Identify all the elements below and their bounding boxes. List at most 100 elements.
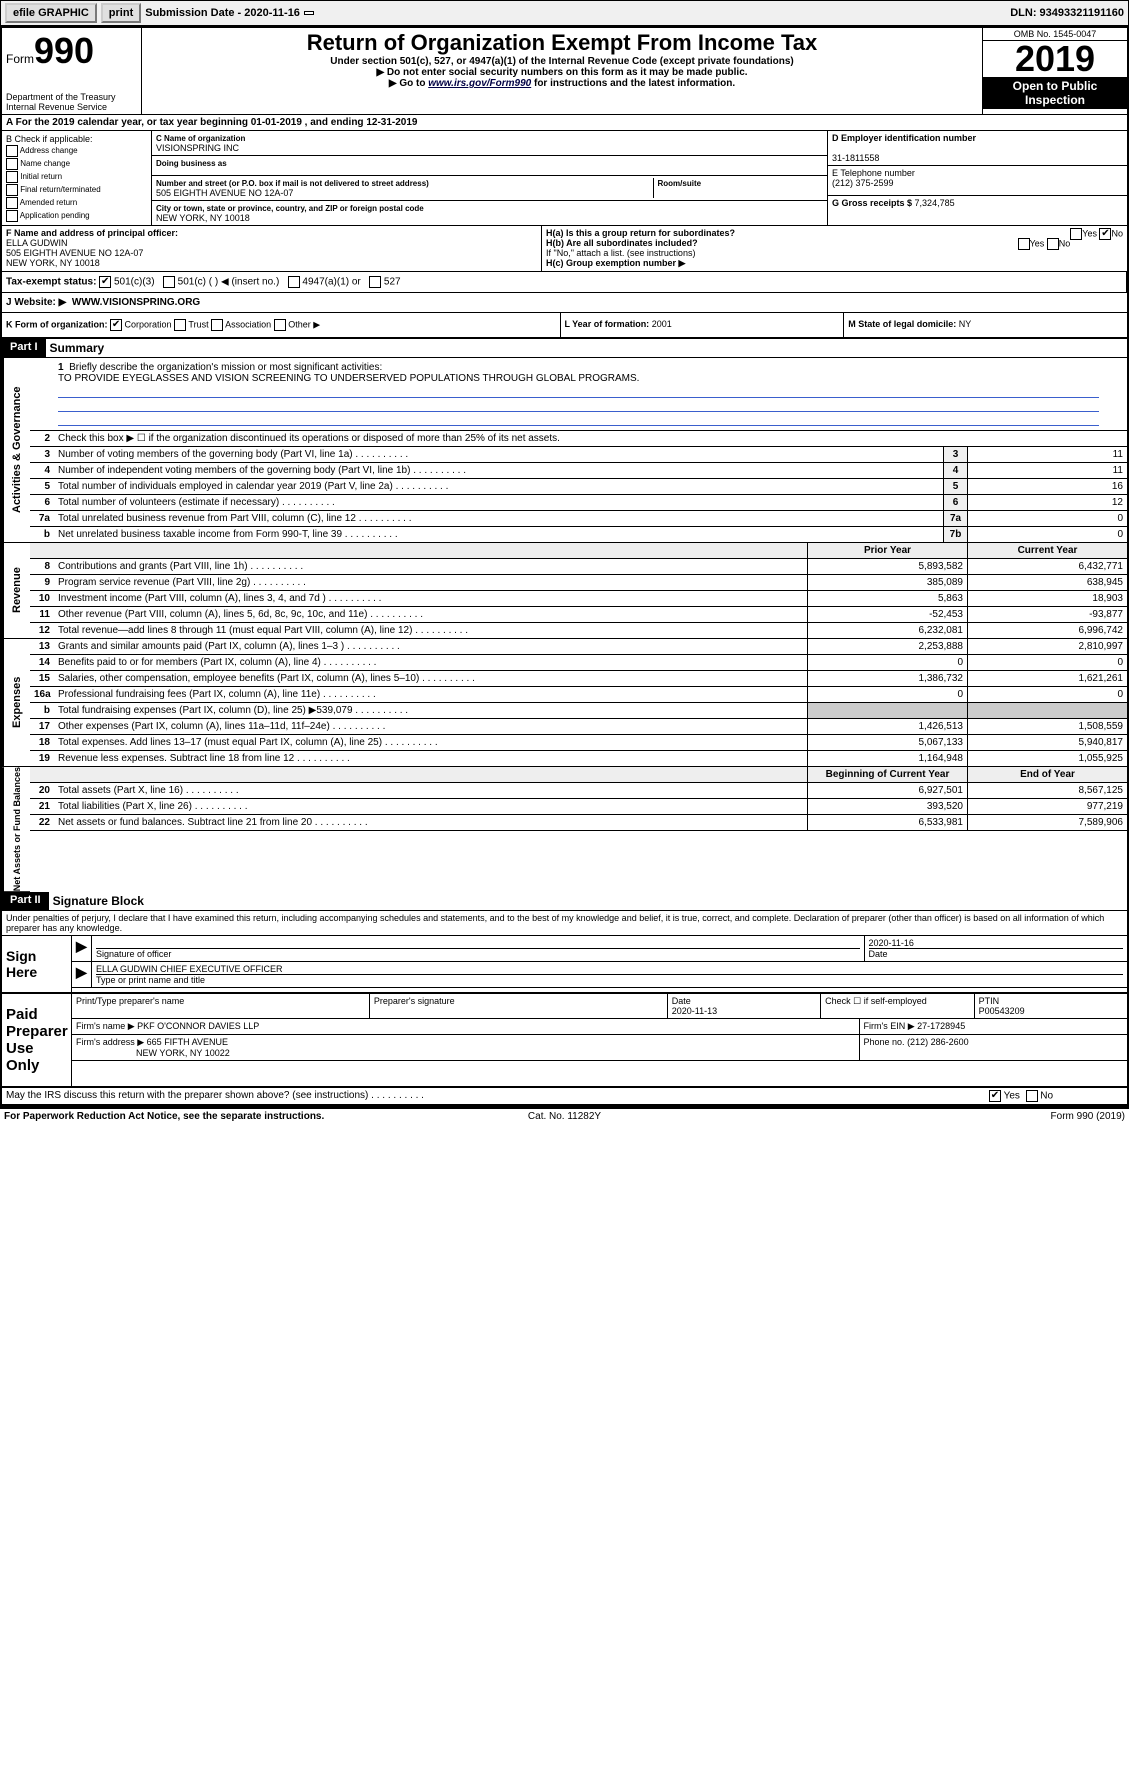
- prep-sig-lbl: Preparer's signature: [374, 996, 455, 1006]
- arrow-icon: ▶: [76, 938, 87, 954]
- firm-ein-lbl: Firm's EIN ▶: [864, 1021, 915, 1031]
- form-sub2: ▶ Do not enter social security numbers o…: [146, 67, 978, 78]
- data-line: 16aProfessional fundraising fees (Part I…: [30, 687, 1127, 703]
- b-title: B Check if applicable:: [6, 134, 147, 144]
- c-name-lbl: C Name of organization: [156, 134, 245, 143]
- arrow-icon: ▶: [76, 964, 87, 980]
- badge1: Open to Public: [1013, 79, 1098, 93]
- i-opt1: 501(c) ( ) ◀ (insert no.): [178, 277, 280, 288]
- rule-line: [58, 412, 1099, 426]
- officer-name-title: ELLA GUDWIN CHIEF EXECUTIVE OFFICER: [96, 964, 283, 974]
- form-prefix: Form: [6, 52, 34, 66]
- discuss-no[interactable]: [1026, 1090, 1038, 1102]
- hb-lbl: H(b) Are all subordinates included?: [546, 238, 698, 248]
- officer-addr: 505 EIGHTH AVENUE NO 12A-07: [6, 248, 143, 258]
- gov-line: 3Number of voting members of the governi…: [30, 447, 1127, 463]
- b-item: Amended return: [6, 197, 147, 209]
- irs-label: Internal Revenue Service: [6, 102, 137, 112]
- b-check[interactable]: [6, 171, 18, 183]
- block-right: D Employer identification number31-18115…: [827, 131, 1127, 225]
- part2-hdr: Part II: [2, 892, 49, 910]
- sign-here: Sign Here: [2, 936, 72, 992]
- form-number: 990: [34, 30, 94, 71]
- side-net: Net Assets or Fund Balances: [2, 767, 30, 892]
- data-line: 13Grants and similar amounts paid (Part …: [30, 639, 1127, 655]
- b-item: Final return/terminated: [6, 184, 147, 196]
- tax-year: 2019: [983, 41, 1127, 77]
- irs-link[interactable]: www.irs.gov/Form990: [428, 78, 531, 89]
- top-bar: efile GRAPHIC print Submission Date - 20…: [0, 0, 1129, 26]
- org-name: VISIONSPRING INC: [156, 143, 239, 153]
- 4947-check[interactable]: [288, 276, 300, 288]
- firm-addr2: NEW YORK, NY 10022: [136, 1048, 230, 1058]
- room-lbl: Room/suite: [658, 179, 702, 188]
- hb-no[interactable]: [1047, 238, 1059, 250]
- discuss-yes[interactable]: [989, 1090, 1001, 1102]
- addr-lbl: Number and street (or P.O. box if mail i…: [156, 179, 429, 188]
- dept-treasury: Department of the Treasury: [6, 92, 137, 102]
- perjury-text: Under penalties of perjury, I declare th…: [2, 911, 1127, 936]
- print-button[interactable]: print: [101, 3, 141, 23]
- gov-line: 7aTotal unrelated business revenue from …: [30, 511, 1127, 527]
- i-opt2: 4947(a)(1) or: [302, 277, 360, 288]
- paperwork-notice: For Paperwork Reduction Act Notice, see …: [4, 1111, 378, 1122]
- year-formation: 2001: [652, 319, 672, 329]
- b-item: Address change: [6, 145, 147, 157]
- data-line: 11Other revenue (Part VIII, column (A), …: [30, 607, 1127, 623]
- data-line: 20Total assets (Part X, line 16)6,927,50…: [30, 783, 1127, 799]
- type-name-lbl: Type or print name and title: [96, 974, 1123, 985]
- line2-txt: Check this box ▶ ☐ if the organization d…: [54, 431, 1127, 446]
- firm-addr1: 665 FIFTH AVENUE: [147, 1037, 228, 1047]
- self-emp-lbl: Check ☐ if self-employed: [825, 996, 927, 1006]
- org-address: 505 EIGHTH AVENUE NO 12A-07: [156, 188, 293, 198]
- col-end: End of Year: [967, 767, 1127, 782]
- k-other[interactable]: [274, 319, 286, 331]
- b-check[interactable]: [6, 184, 18, 196]
- data-line: 12Total revenue—add lines 8 through 11 (…: [30, 623, 1127, 639]
- k-trust[interactable]: [174, 319, 186, 331]
- block-c: C Name of organizationVISIONSPRING INC D…: [152, 131, 827, 225]
- b-check[interactable]: [6, 145, 18, 157]
- efile-button[interactable]: efile GRAPHIC: [5, 3, 97, 23]
- website: WWW.VISIONSPRING.ORG: [72, 297, 200, 308]
- goto-pre: ▶ Go to: [389, 78, 428, 89]
- k-lbl: K Form of organization:: [6, 319, 108, 329]
- g-lbl: G Gross receipts $: [832, 198, 915, 208]
- 501c3-check[interactable]: [99, 276, 111, 288]
- org-city: NEW YORK, NY 10018: [156, 213, 250, 223]
- block-b: B Check if applicable: Address change Na…: [2, 131, 152, 225]
- form-990: Form990 Department of the Treasury Inter…: [0, 26, 1129, 1107]
- cat-no: Cat. No. 11282Y: [378, 1111, 752, 1122]
- k-assoc[interactable]: [211, 319, 223, 331]
- firm-name-lbl: Firm's name ▶: [76, 1021, 135, 1031]
- side-expenses: Expenses: [2, 639, 30, 767]
- b-check[interactable]: [6, 210, 18, 222]
- i-opt0: 501(c)(3): [114, 277, 155, 288]
- gov-line: 4Number of independent voting members of…: [30, 463, 1127, 479]
- line1-lbl: Briefly describe the organization's miss…: [69, 362, 382, 373]
- firm-name: PKF O'CONNOR DAVIES LLP: [137, 1021, 259, 1031]
- 527-check[interactable]: [369, 276, 381, 288]
- form-sub1: Under section 501(c), 527, or 4947(a)(1)…: [146, 56, 978, 67]
- data-line: 21Total liabilities (Part X, line 26)393…: [30, 799, 1127, 815]
- footer: For Paperwork Reduction Act Notice, see …: [0, 1107, 1129, 1124]
- form-title: Return of Organization Exempt From Incom…: [146, 30, 978, 56]
- col-prior: Prior Year: [807, 543, 967, 558]
- data-line: 15Salaries, other compensation, employee…: [30, 671, 1127, 687]
- discuss-txt: May the IRS discuss this return with the…: [2, 1088, 987, 1104]
- form-ref: Form 990 (2019): [751, 1111, 1125, 1122]
- 501c-check[interactable]: [163, 276, 175, 288]
- b-check[interactable]: [6, 197, 18, 209]
- k-corp[interactable]: [110, 319, 122, 331]
- ha-yes[interactable]: [1070, 228, 1082, 240]
- data-line: 17Other expenses (Part IX, column (A), l…: [30, 719, 1127, 735]
- col-beg: Beginning of Current Year: [807, 767, 967, 782]
- mission-text: TO PROVIDE EYEGLASSES AND VISION SCREENI…: [58, 373, 639, 384]
- ha-no[interactable]: [1099, 228, 1111, 240]
- form-header: Form990 Department of the Treasury Inter…: [2, 28, 1127, 115]
- goto-post: for instructions and the latest informat…: [531, 78, 735, 89]
- hb-yes[interactable]: [1018, 238, 1030, 250]
- rule-line: [58, 398, 1099, 412]
- data-line: 8Contributions and grants (Part VIII, li…: [30, 559, 1127, 575]
- b-check[interactable]: [6, 158, 18, 170]
